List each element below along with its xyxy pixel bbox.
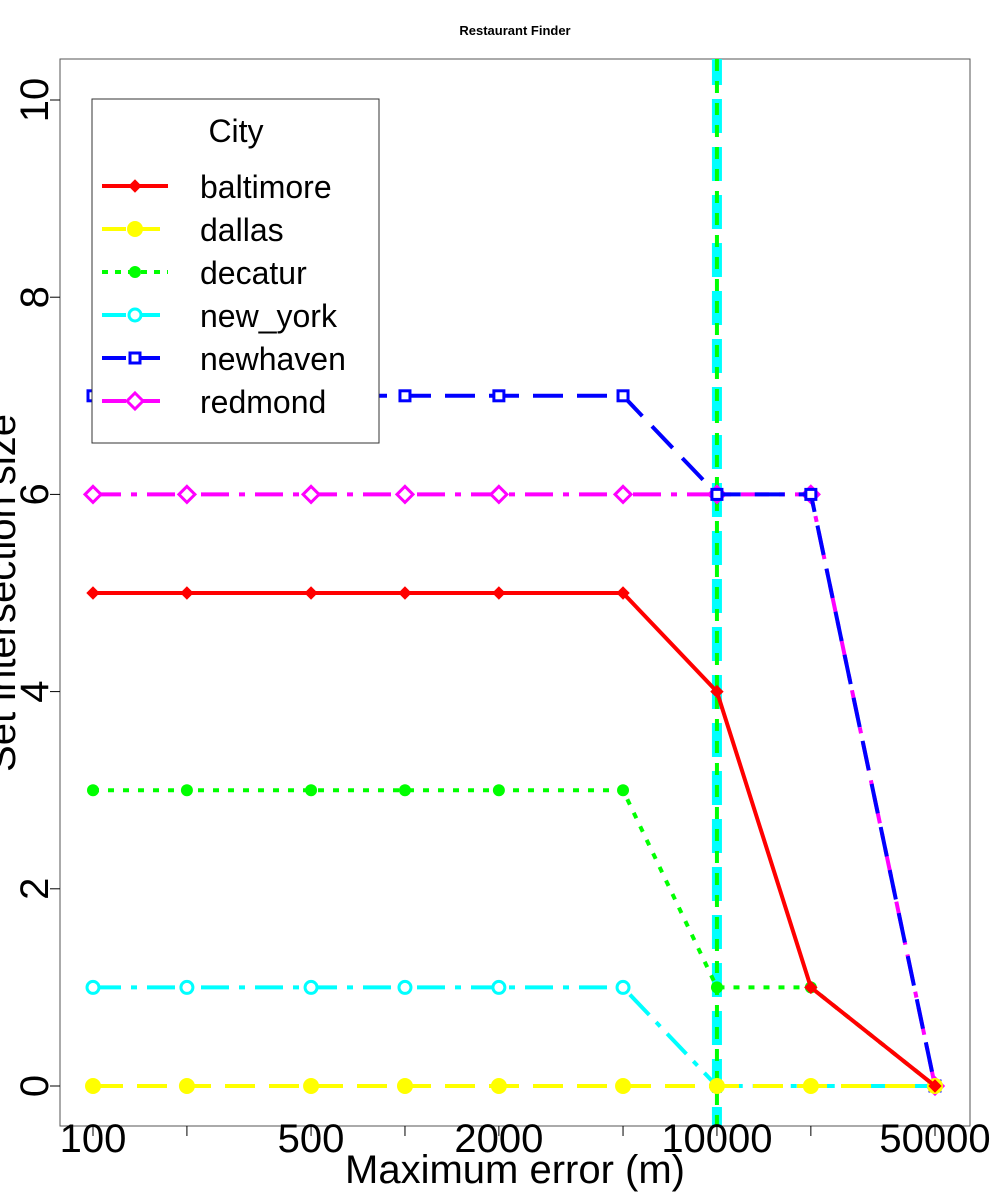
legend-title: City <box>208 113 263 149</box>
data-point-new_york <box>493 981 505 993</box>
y-tick-label: 0 <box>13 1075 57 1097</box>
data-point-new_york <box>305 981 317 993</box>
x-tick-label: 500 <box>278 1117 345 1161</box>
legend-label-baltimore: baltimore <box>200 169 332 205</box>
data-point-decatur <box>711 981 723 993</box>
legend-label-redmond: redmond <box>200 384 326 420</box>
legend-marker-decatur <box>129 266 141 278</box>
legend-marker-dallas <box>127 221 143 237</box>
data-point-new_york <box>399 981 411 993</box>
x-axis-label: Maximum error (m) <box>345 1148 685 1192</box>
y-tick-label: 10 <box>13 78 57 123</box>
legend: City baltimore dallas decatur new_yorknewha… <box>92 99 379 443</box>
data-point-newhaven <box>400 391 410 401</box>
data-point-dallas <box>179 1078 195 1094</box>
data-point-dallas <box>397 1078 413 1094</box>
y-tick-label: 2 <box>13 878 57 900</box>
x-tick-label: 100 <box>60 1117 127 1161</box>
data-point-decatur <box>305 784 317 796</box>
legend-label-decatur: decatur <box>200 255 307 291</box>
x-tick-label: 50000 <box>879 1117 990 1161</box>
data-point-decatur <box>399 784 411 796</box>
y-tick-label: 8 <box>13 286 57 308</box>
y-axis-label: Set intersection size <box>0 414 24 772</box>
data-point-newhaven <box>618 391 628 401</box>
data-point-decatur <box>181 784 193 796</box>
legend-marker-new_york <box>129 309 141 321</box>
chart-title: Restaurant Finder <box>459 23 570 38</box>
data-point-dallas <box>803 1078 819 1094</box>
data-point-new_york <box>181 981 193 993</box>
legend-label-newhaven: newhaven <box>200 341 346 377</box>
data-point-dallas <box>615 1078 631 1094</box>
legend-label-dallas: dallas <box>200 212 284 248</box>
data-point-decatur <box>87 784 99 796</box>
data-point-dallas <box>85 1078 101 1094</box>
data-point-new_york <box>617 981 629 993</box>
data-point-new_york <box>87 981 99 993</box>
data-point-newhaven <box>494 391 504 401</box>
data-point-dallas <box>303 1078 319 1094</box>
data-point-newhaven <box>806 489 816 499</box>
data-point-decatur <box>617 784 629 796</box>
data-point-dallas <box>491 1078 507 1094</box>
data-point-newhaven <box>712 489 722 499</box>
legend-label-new_york: new_york <box>200 298 338 334</box>
legend-marker-newhaven <box>130 353 140 363</box>
data-point-decatur <box>493 784 505 796</box>
data-point-dallas <box>709 1078 725 1094</box>
